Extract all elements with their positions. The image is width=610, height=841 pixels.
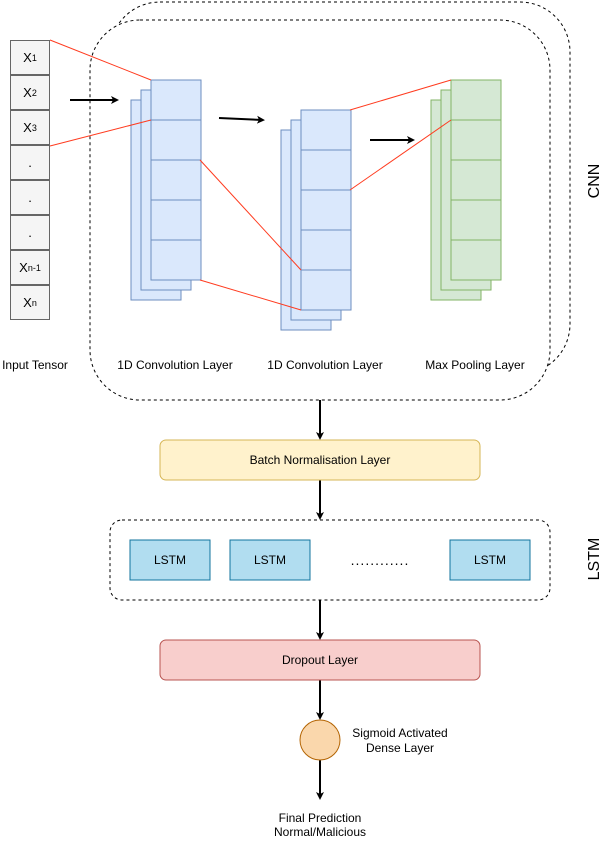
cnn-label: CNN (586, 163, 603, 199)
pool-layer (430, 79, 502, 301)
lstm-cell (129, 539, 211, 581)
conv-layer-1-label: 1D Convolution Layer (117, 358, 233, 372)
cell-symbol: X (19, 260, 28, 275)
layer-front-sheet (150, 79, 202, 281)
cell-symbol: X (23, 120, 32, 135)
lstm-container (109, 519, 551, 601)
connector-line (49, 39, 152, 81)
conv-layer-2 (280, 109, 352, 331)
layer-front-sheet (450, 79, 502, 281)
lstm-cell-label: LSTM (153, 553, 186, 567)
cell-symbol: . (28, 190, 32, 205)
connector-line (49, 119, 152, 147)
dense-node (299, 719, 341, 761)
lstm-cell-label: LSTM (473, 553, 506, 567)
output-label-line1: Final Prediction (278, 811, 362, 825)
conv-layer-1 (130, 79, 202, 301)
cell-subscript: 2 (31, 87, 37, 98)
pool-layer-label: Max Pooling Layer (425, 358, 525, 372)
lstm-cell-label: LSTM (253, 553, 286, 567)
batch-norm-label: Batch Normalisation Layer (249, 453, 391, 467)
cell-subscript: 3 (31, 122, 37, 133)
lstm-cell (449, 539, 531, 581)
dense-label-line1: Sigmoid Activated (352, 726, 448, 740)
lstm-cell (229, 539, 311, 581)
cell-subscript: n-1 (27, 262, 41, 273)
cell-symbol: X (23, 85, 32, 100)
cell-symbol: . (28, 225, 32, 240)
input-tensor-cell: . (10, 145, 50, 180)
conv-layer-2-label: 1D Convolution Layer (267, 358, 383, 372)
input-tensor-cell: . (10, 215, 50, 250)
arrow (218, 115, 265, 124)
dropout-label: Dropout Layer (281, 653, 359, 667)
connector-line (349, 119, 452, 191)
dense-label-line2: Dense Layer (365, 741, 435, 755)
cell-subscript: 1 (31, 52, 37, 63)
input-tensor-cell: . (10, 180, 50, 215)
connector-line (349, 79, 452, 111)
batch-norm-box (159, 439, 481, 481)
lstm-ellipsis: ............ (350, 552, 410, 568)
output-label-line2: Normal/Malicious (273, 825, 367, 839)
dropout-box (159, 639, 481, 681)
lstm-label: LSTM (586, 537, 603, 581)
cell-symbol: X (23, 295, 32, 310)
connector-line (199, 159, 302, 271)
layer-front-sheet (300, 109, 352, 311)
cell-symbol: . (28, 155, 32, 170)
cell-subscript: n (31, 297, 37, 308)
connector-line (199, 279, 302, 311)
cell-symbol: X (23, 50, 32, 65)
input-tensor-label: Input Tensor (2, 358, 68, 372)
